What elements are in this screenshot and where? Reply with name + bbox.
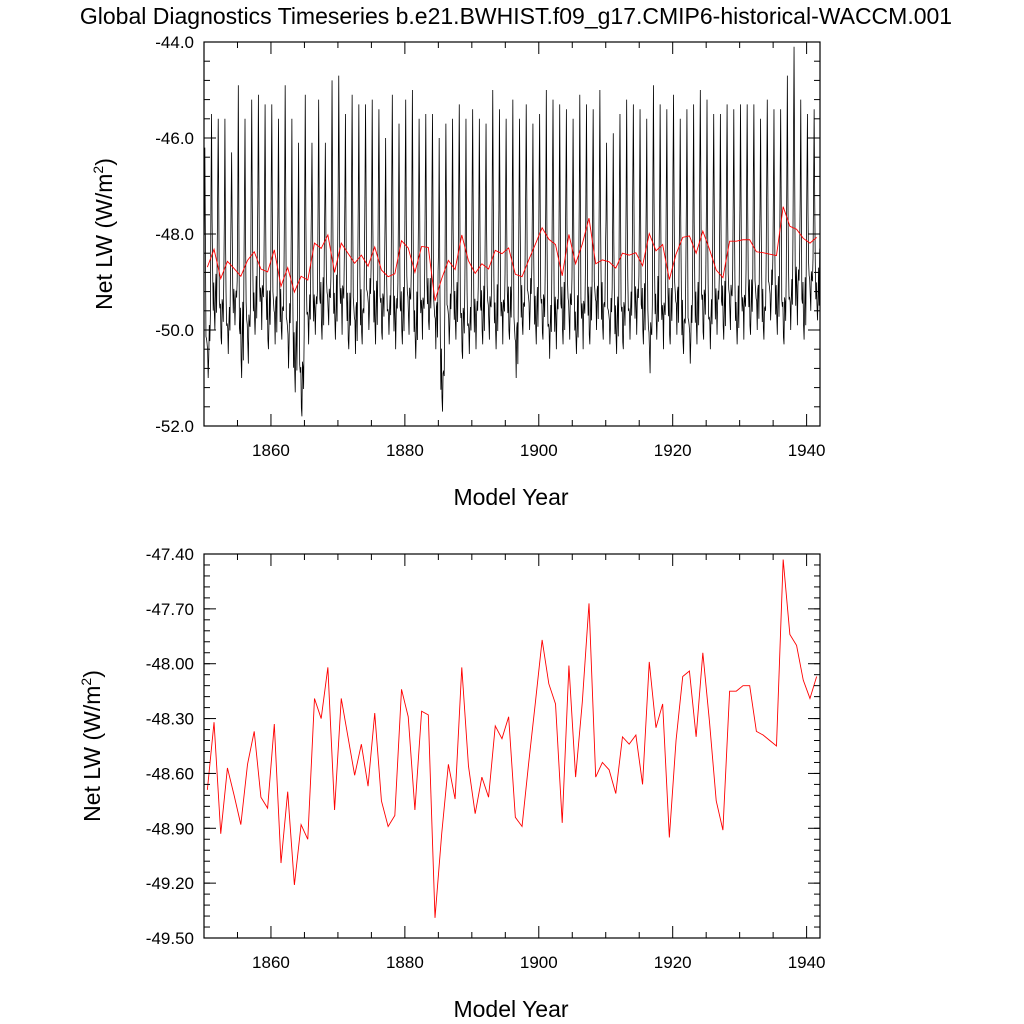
bottom-chart-xlabel: Model Year: [453, 996, 568, 1022]
y-tick-label: -47.70: [146, 600, 194, 619]
y-tick-label: -48.00: [146, 655, 194, 674]
x-tick-label: 1860: [252, 441, 290, 460]
x-tick-label: 1900: [520, 441, 558, 460]
top-chart-series: [203, 46, 821, 417]
x-tick-label: 1920: [654, 953, 692, 972]
x-tick-label: 1940: [788, 953, 826, 972]
annual-mean-line: [206, 559, 818, 918]
y-tick-label: -48.60: [146, 764, 194, 783]
y-tick-label: -49.50: [146, 929, 194, 948]
y-tick-label: -48.30: [146, 710, 194, 729]
top-chart-ylabel: Net LW (W/m2): [90, 158, 117, 310]
y-tick-label: -47.40: [146, 545, 194, 564]
bottom-chart: 1860 1880 1900 1920 1940 -49.50 -49.20 -48.90 -4…: [78, 545, 826, 1022]
y-tick-label: -46.0: [155, 129, 194, 148]
x-tick-label: 1920: [654, 441, 692, 460]
y-tick-label: -48.90: [146, 819, 194, 838]
y-tick-label: -50.0: [155, 321, 194, 340]
monthly-series-line: [203, 46, 821, 417]
y-tick-label: -49.20: [146, 874, 194, 893]
x-tick-label: 1900: [520, 953, 558, 972]
annual-mean-line: [206, 206, 817, 301]
x-tick-label: 1880: [386, 441, 424, 460]
y-tick-label: -44.0: [155, 33, 194, 52]
bottom-chart-ylabel: Net LW (W/m2): [78, 670, 105, 822]
y-tick-label: -48.0: [155, 225, 194, 244]
x-tick-label: 1860: [252, 953, 290, 972]
bottom-chart-series: [206, 559, 818, 918]
y-tick-label: -52.0: [155, 417, 194, 436]
x-tick-label: 1940: [788, 441, 826, 460]
x-tick-label: 1880: [386, 953, 424, 972]
top-chart-axes: 1860 1880 1900 1920 1940 -52.0 -50.0 -48.0 -46.0…: [155, 33, 825, 460]
figure-title: Global Diagnostics Timeseries b.e21.BWHI…: [80, 3, 952, 29]
top-chart-xlabel: Model Year: [453, 484, 568, 510]
top-chart: 1860 1880 1900 1920 1940 -52.0 -50.0 -48.0 -46.0…: [90, 33, 826, 510]
bottom-chart-axes: 1860 1880 1900 1920 1940 -49.50 -49.20 -48.90 -4…: [146, 545, 826, 972]
plot-frame: [203, 553, 821, 939]
